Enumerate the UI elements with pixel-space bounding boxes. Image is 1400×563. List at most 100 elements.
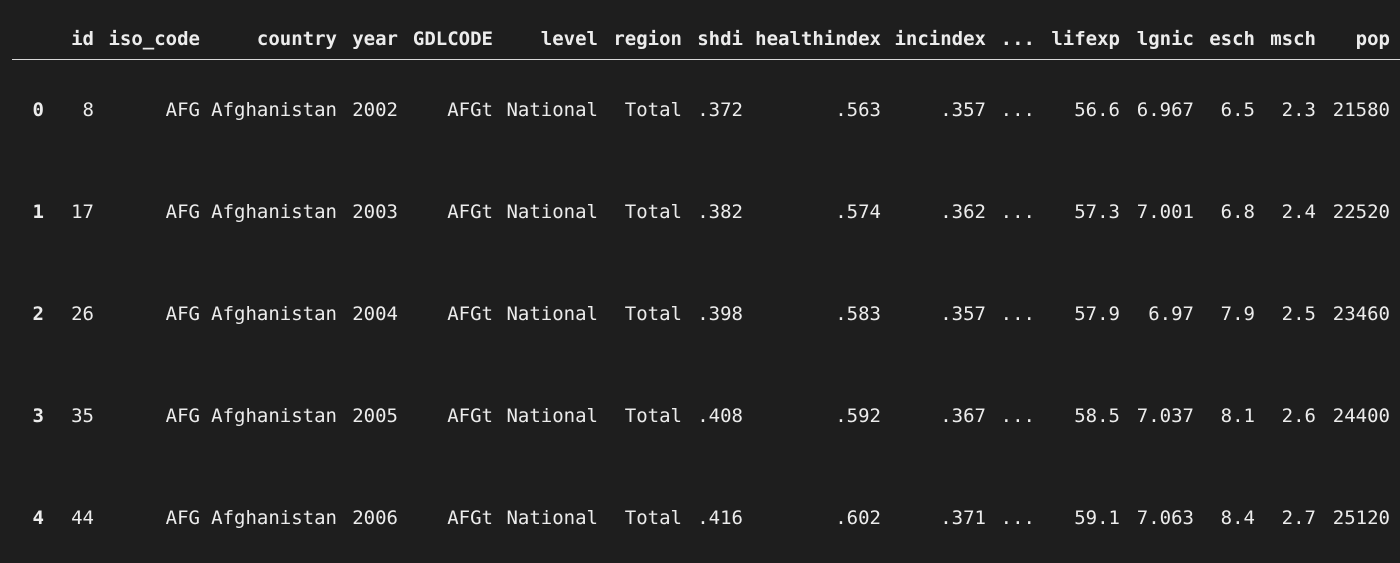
table-cell-lifexp: 57.3 bbox=[1074, 201, 1120, 223]
table-cell-lifexp: 59.1 bbox=[1074, 507, 1120, 529]
table-cell-year: 2003 bbox=[352, 201, 398, 223]
table-cell-gdlcode: AFGt bbox=[447, 303, 493, 325]
column-header-region: region bbox=[613, 28, 682, 50]
table-cell-incindex: .371 bbox=[940, 507, 986, 529]
table-cell-msch: 2.6 bbox=[1281, 405, 1316, 427]
table-cell-id: 44 bbox=[71, 507, 94, 529]
table-cell-incindex: .367 bbox=[940, 405, 986, 427]
column-header-healthindex: healthindex bbox=[755, 28, 881, 50]
table-cell-iso-code: AFG bbox=[165, 99, 200, 121]
table-cell-id: 35 bbox=[71, 405, 94, 427]
table-cell-lgnic: 7.063 bbox=[1136, 507, 1194, 529]
table-cell-ellipsis: ... bbox=[1000, 99, 1035, 121]
table-cell-iso-code: AFG bbox=[165, 201, 200, 223]
table-cell-level: National bbox=[506, 405, 598, 427]
row-index: 3 bbox=[32, 405, 44, 427]
table-cell-msch: 2.3 bbox=[1281, 99, 1316, 121]
table-cell-lgnic: 7.001 bbox=[1136, 201, 1194, 223]
table-cell-year: 2002 bbox=[352, 99, 398, 121]
table-cell-year: 2005 bbox=[352, 405, 398, 427]
table-cell-healthindex: .602 bbox=[835, 507, 881, 529]
table-cell-country: Afghanistan bbox=[211, 405, 337, 427]
column-header-year: year bbox=[352, 28, 398, 50]
table-cell-region: Total bbox=[624, 303, 682, 325]
row-index: 2 bbox=[32, 303, 44, 325]
column-header-country: country bbox=[256, 28, 337, 50]
table-cell-lgnic: 6.97 bbox=[1148, 303, 1194, 325]
table-cell-incindex: .357 bbox=[940, 303, 986, 325]
table-cell-iso-code: AFG bbox=[165, 507, 200, 529]
row-index: 0 bbox=[32, 99, 44, 121]
table-cell-shdi: .382 bbox=[697, 201, 743, 223]
table-cell-lgnic: 6.967 bbox=[1136, 99, 1194, 121]
table-cell-iso-code: AFG bbox=[165, 405, 200, 427]
table-cell-country: Afghanistan bbox=[211, 99, 337, 121]
row-index: 4 bbox=[32, 507, 44, 529]
table-cell-gdlcode: AFGt bbox=[447, 507, 493, 529]
table-cell-shdi: .372 bbox=[697, 99, 743, 121]
table-cell-shdi: .416 bbox=[697, 507, 743, 529]
table-cell-ellipsis: ... bbox=[1000, 405, 1035, 427]
column-header-ellipsis: ... bbox=[1000, 28, 1035, 50]
table-cell-id: 26 bbox=[71, 303, 94, 325]
table-cell-healthindex: .563 bbox=[835, 99, 881, 121]
column-header-shdi: shdi bbox=[697, 28, 743, 50]
column-header-esch: esch bbox=[1209, 28, 1255, 50]
table-cell-pop: 21580 bbox=[1332, 99, 1390, 121]
table-cell-iso-code: AFG bbox=[165, 303, 200, 325]
table-cell-region: Total bbox=[624, 507, 682, 529]
table-cell-ellipsis: ... bbox=[1000, 507, 1035, 529]
header-divider bbox=[12, 59, 1400, 60]
table-cell-id: 17 bbox=[71, 201, 94, 223]
table-cell-lifexp: 58.5 bbox=[1074, 405, 1120, 427]
column-header-iso-code: iso_code bbox=[108, 28, 200, 50]
table-cell-incindex: .357 bbox=[940, 99, 986, 121]
table-cell-country: Afghanistan bbox=[211, 201, 337, 223]
table-cell-esch: 6.5 bbox=[1220, 99, 1255, 121]
table-cell-incindex: .362 bbox=[940, 201, 986, 223]
table-cell-year: 2006 bbox=[352, 507, 398, 529]
table-cell-id: 8 bbox=[82, 99, 94, 121]
table-cell-pop: 23460 bbox=[1332, 303, 1390, 325]
table-cell-pop: 25120 bbox=[1332, 507, 1390, 529]
column-header-gdlcode: GDLCODE bbox=[412, 28, 493, 50]
table-cell-country: Afghanistan bbox=[211, 303, 337, 325]
table-cell-gdlcode: AFGt bbox=[447, 99, 493, 121]
table-cell-lifexp: 56.6 bbox=[1074, 99, 1120, 121]
table-cell-esch: 8.4 bbox=[1220, 507, 1255, 529]
table-cell-healthindex: .574 bbox=[835, 201, 881, 223]
table-cell-msch: 2.4 bbox=[1281, 201, 1316, 223]
row-index: 1 bbox=[32, 201, 44, 223]
table-cell-lifexp: 57.9 bbox=[1074, 303, 1120, 325]
table-cell-pop: 22520 bbox=[1332, 201, 1390, 223]
table-cell-msch: 2.7 bbox=[1281, 507, 1316, 529]
table-cell-msch: 2.5 bbox=[1281, 303, 1316, 325]
table-cell-shdi: .408 bbox=[697, 405, 743, 427]
column-header-lifexp: lifexp bbox=[1051, 28, 1120, 50]
table-cell-healthindex: .583 bbox=[835, 303, 881, 325]
table-cell-healthindex: .592 bbox=[835, 405, 881, 427]
column-header-lgnic: lgnic bbox=[1136, 28, 1194, 50]
table-cell-level: National bbox=[506, 201, 598, 223]
column-header-pop: pop bbox=[1355, 28, 1390, 50]
column-header-incindex: incindex bbox=[894, 28, 986, 50]
table-cell-shdi: .398 bbox=[697, 303, 743, 325]
table-cell-ellipsis: ... bbox=[1000, 303, 1035, 325]
table-cell-region: Total bbox=[624, 201, 682, 223]
table-cell-lgnic: 7.037 bbox=[1136, 405, 1194, 427]
table-cell-esch: 6.8 bbox=[1220, 201, 1255, 223]
table-cell-gdlcode: AFGt bbox=[447, 201, 493, 223]
table-cell-esch: 8.1 bbox=[1220, 405, 1255, 427]
table-cell-level: National bbox=[506, 303, 598, 325]
table-cell-esch: 7.9 bbox=[1220, 303, 1255, 325]
table-cell-region: Total bbox=[624, 99, 682, 121]
table-cell-level: National bbox=[506, 99, 598, 121]
table-cell-gdlcode: AFGt bbox=[447, 405, 493, 427]
table-cell-region: Total bbox=[624, 405, 682, 427]
table-cell-ellipsis: ... bbox=[1000, 201, 1035, 223]
column-header-id: id bbox=[71, 28, 94, 50]
table-cell-year: 2004 bbox=[352, 303, 398, 325]
column-header-msch: msch bbox=[1270, 28, 1316, 50]
column-header-level: level bbox=[540, 28, 598, 50]
table-cell-pop: 24400 bbox=[1332, 405, 1390, 427]
